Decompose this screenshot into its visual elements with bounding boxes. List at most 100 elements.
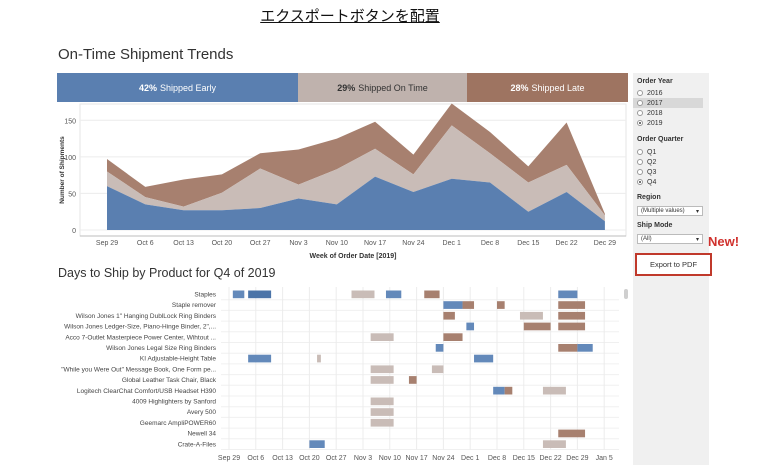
gantt-bar: [558, 344, 578, 352]
gantt-x-tick-label: Dec 22: [540, 455, 562, 462]
order-quarter-title: Order Quarter: [637, 136, 684, 143]
gantt-x-tick-label: Oct 13: [272, 455, 293, 462]
gantt-bar: [408, 376, 417, 384]
order-quarter-option-q2[interactable]: Q2: [633, 157, 703, 167]
gantt-product-label: Logitech ClearChat Comfort/USB Headset H…: [77, 388, 216, 395]
gantt-bar: [370, 365, 394, 374]
gantt-x-tick-label: Oct 20: [299, 455, 320, 462]
new-badge: New!: [708, 234, 740, 249]
x-tick-label: Dec 29: [594, 240, 616, 247]
gantt-product-label: Wilson Jones 1" Hanging DublLock Ring Bi…: [76, 313, 217, 320]
gantt-product-label: Wilson Jones Legal Size Ring Binders: [106, 345, 217, 352]
export-pdf-button[interactable]: Export to PDF: [635, 253, 712, 276]
gantt-product-label: Wilson Jones Ledger-Size, Piano-Hinge Bi…: [64, 324, 216, 331]
x-tick-label: Sep 29: [96, 240, 118, 247]
gantt-scrollbar[interactable]: [624, 289, 628, 299]
order-year-option-2019[interactable]: 2019: [633, 118, 703, 128]
kpi-ontime-pct: 29%: [337, 82, 356, 93]
radio-label: 2016: [647, 89, 663, 97]
x-tick-label: Nov 10: [326, 240, 348, 247]
gantt-product-label: Geemarc AmpliPOWER60: [140, 420, 217, 427]
ship-mode-title: Ship Mode: [637, 222, 673, 229]
gantt-bar: [558, 322, 586, 331]
radio-icon: [637, 179, 643, 185]
gantt-bar: [474, 354, 494, 363]
kpi-late-pct: 28%: [510, 82, 529, 93]
gantt-product-label: Acco 7-Outlet Masterpiece Power Center, …: [65, 334, 216, 341]
area-series-shipped-early: [107, 176, 605, 230]
gantt-bar: [370, 408, 394, 416]
kpi-shipped-on-time[interactable]: 29% Shipped On Time: [298, 73, 467, 102]
area-series-shipped-on-time: [107, 125, 605, 222]
gantt-product-label: Staple remover: [172, 302, 217, 309]
gantt-product-label: "While you Were Out" Message Book, One F…: [61, 366, 216, 373]
region-value: (Multiple values): [641, 208, 685, 214]
x-tick-label: Oct 13: [173, 240, 194, 247]
radio-label: Q2: [647, 158, 657, 166]
gantt-bar: [497, 301, 505, 309]
gantt-bar: [523, 322, 551, 331]
kpi-shipped-early[interactable]: 42% Shipped Early: [57, 73, 298, 102]
kpi-late-label: Shipped Late: [531, 82, 585, 93]
gantt-x-tick-label: Sep 29: [218, 455, 240, 462]
gantt-bar: [248, 354, 272, 363]
gantt-bar: [370, 333, 394, 341]
gantt-title: Days to Ship by Product for Q4 of 2019: [58, 266, 276, 280]
gantt-x-tick-label: Dec 29: [566, 455, 588, 462]
gantt-x-tick-label: Oct 6: [247, 455, 264, 462]
gantt-bar: [232, 290, 245, 299]
radio-icon: [637, 169, 643, 175]
gantt-bar: [385, 290, 402, 299]
order-quarter-option-q4[interactable]: Q4: [633, 177, 703, 187]
x-axis-title: Week of Order Date [2019]: [309, 253, 396, 260]
gantt-bar: [542, 386, 566, 395]
order-quarter-option-q3[interactable]: Q3: [633, 167, 703, 177]
kpi-ontime-label: Shipped On Time: [358, 82, 428, 93]
gantt-x-tick-label: Oct 27: [326, 455, 347, 462]
order-year-option-2018[interactable]: 2018: [633, 108, 703, 118]
order-year-title: Order Year: [637, 78, 673, 85]
gantt-x-tick-label: Dec 1: [461, 455, 479, 462]
gantt-x-tick-label: Dec 8: [488, 455, 506, 462]
gantt-bar: [435, 344, 444, 352]
ship-mode-value: (All): [641, 236, 652, 242]
gantt-bar: [558, 301, 586, 309]
radio-label: Q1: [647, 148, 657, 156]
radio-icon: [637, 120, 643, 126]
radio-icon: [637, 149, 643, 155]
gantt-product-label: Newell 34: [187, 431, 216, 438]
gantt-x-tick-label: Nov 17: [406, 455, 428, 462]
radio-label: Q4: [647, 178, 657, 186]
gantt-x-tick-label: Jan 5: [596, 455, 613, 462]
radio-label: 2018: [647, 109, 663, 117]
gantt-bar: [351, 290, 375, 299]
kpi-early-pct: 42%: [138, 82, 157, 93]
radio-icon: [637, 90, 643, 96]
region-dropdown[interactable]: (Multiple values) ▾: [637, 206, 703, 216]
x-tick-label: Nov 24: [402, 240, 424, 247]
gantt-bar: [443, 311, 455, 320]
ship-mode-dropdown[interactable]: (All) ▾: [637, 234, 703, 244]
gantt-x-tick-label: Nov 3: [354, 455, 372, 462]
x-tick-label: Nov 17: [364, 240, 386, 247]
y-tick-label: 150: [64, 118, 76, 125]
y-tick-label: 0: [72, 228, 76, 235]
order-year-option-2017[interactable]: 2017: [633, 98, 703, 108]
gantt-product-label: Avery 500: [187, 409, 217, 416]
radio-icon: [637, 110, 643, 116]
x-tick-label: Oct 20: [212, 240, 233, 247]
kpi-shipped-late[interactable]: 28% Shipped Late: [467, 73, 628, 102]
x-tick-label: Dec 22: [556, 240, 578, 247]
radio-label: 2017: [647, 99, 663, 107]
gantt-bar: [504, 386, 513, 395]
area-series-shipped-late: [107, 103, 605, 216]
y-tick-label: 100: [64, 155, 76, 162]
y-axis-title: Number of Shipments: [59, 136, 66, 204]
chevron-down-icon: ▾: [695, 208, 699, 215]
kpi-early-label: Shipped Early: [159, 82, 217, 93]
y-tick-label: 50: [68, 191, 76, 198]
order-year-option-2016[interactable]: 2016: [633, 88, 703, 98]
gantt-bar: [493, 386, 505, 395]
order-quarter-option-q1[interactable]: Q1: [633, 147, 703, 157]
